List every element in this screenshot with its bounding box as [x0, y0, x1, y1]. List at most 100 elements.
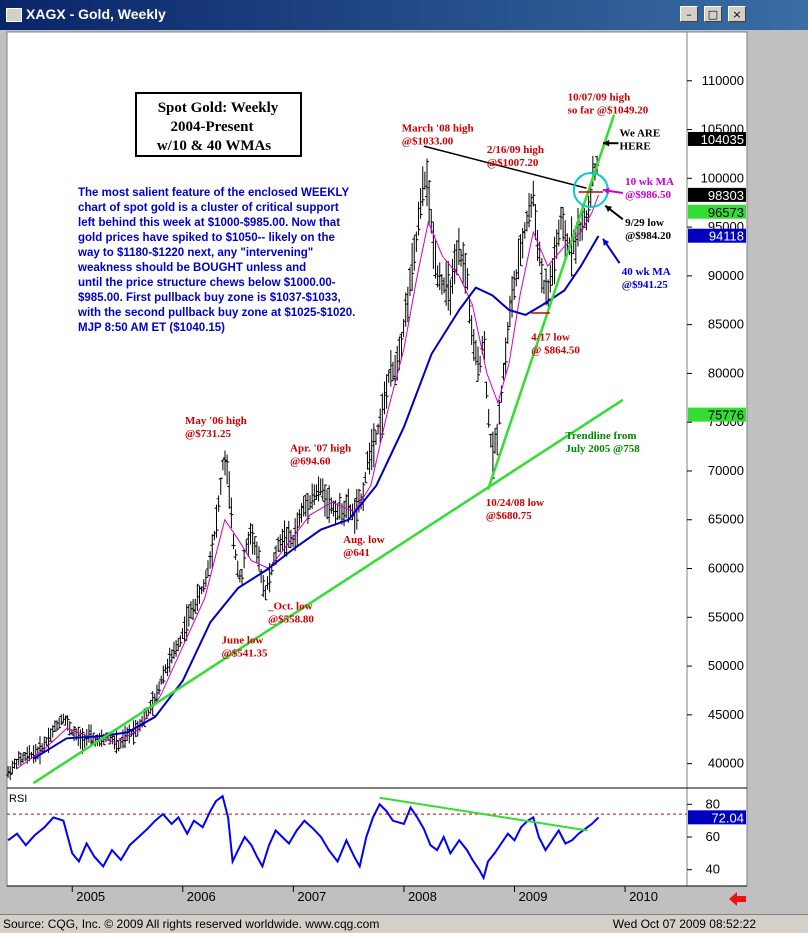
price-bar [8, 766, 13, 780]
rsi-y-tick-label: 40 [706, 862, 720, 877]
annotation-text: @641 [343, 547, 370, 559]
y-tick-label: 85000 [708, 317, 744, 332]
price-bar [539, 258, 544, 293]
price-bar [242, 548, 247, 569]
rsi-panel-label: RSI [9, 793, 27, 805]
annotation-text: _Oct. low [267, 600, 313, 612]
price-bar [476, 346, 481, 382]
annotation: Aug. low@641 [343, 534, 385, 559]
trendline [423, 145, 587, 189]
annotation-text: 9/29 low [625, 217, 664, 229]
annotation-text: June low [222, 635, 264, 647]
price-bar [263, 585, 268, 601]
annotation-text: 4/17 low [531, 331, 570, 343]
annotation-text: @$541.35 [222, 648, 268, 660]
price-label-box [688, 187, 746, 202]
price-bar [261, 575, 266, 598]
app-icon [6, 8, 22, 22]
price-bar [531, 180, 536, 207]
annotation-text: @$941.25 [622, 279, 668, 291]
price-bar [257, 546, 262, 572]
price-bar [252, 536, 257, 555]
minimize-button[interactable]: – [680, 6, 698, 22]
annotation: 9/29 low@$984.20 [625, 217, 671, 242]
trendline [32, 398, 624, 785]
annotation-text: HERE [620, 140, 651, 152]
price-bar [178, 635, 183, 647]
close-button[interactable]: × [728, 6, 746, 22]
x-tick-label: 2008 [408, 889, 437, 904]
price-bar [229, 497, 234, 529]
price-bar [512, 270, 517, 301]
price-bar [384, 374, 389, 409]
rsi-trendline [379, 796, 588, 832]
price-bar [505, 321, 510, 344]
commentary-line: MJP 8:50 AM ET ($1040.15) [78, 322, 225, 334]
price-bar [116, 740, 121, 752]
rsi-y-tick-label: 80 [706, 796, 720, 811]
x-tick-label: 2009 [519, 889, 548, 904]
price-label: 75776 [708, 408, 744, 423]
price-bar [518, 234, 523, 267]
annotation-text: @$558.80 [268, 613, 314, 625]
price-bar [420, 166, 425, 207]
price-bar [486, 409, 491, 428]
annotation-text: @ $864.50 [531, 344, 580, 356]
price-bar [371, 423, 376, 468]
price-bar [91, 732, 96, 744]
price-bar [157, 681, 162, 695]
rsi-value-label: 72.04 [711, 810, 744, 825]
annotation-text: 2/16/09 high [487, 144, 544, 156]
price-bar [67, 721, 72, 736]
commentary-line: weakness should be BOUGHT unless and [77, 262, 306, 274]
annotation-text: @$680.75 [486, 510, 532, 522]
price-bar [410, 242, 415, 292]
commentary-line: chart of spot gold is a cluster of criti… [78, 202, 339, 214]
annotation-text: @$731.25 [185, 428, 231, 440]
price-bar [57, 717, 62, 729]
price-bar [210, 534, 215, 568]
price-bar [588, 185, 593, 208]
timestamp-text: Wed Oct 07 2009 08:52:22 [612, 917, 756, 931]
price-bar [233, 549, 238, 560]
rsi-value-box [688, 810, 746, 825]
annotation-arrow [604, 204, 624, 221]
scroll-right-arrow[interactable] [729, 892, 746, 906]
status-bar: Source: CQG, Inc. © 2009 All rights rese… [0, 914, 808, 933]
annotation-text: @$1007.20 [487, 157, 539, 169]
annotation-text: 40 wk MA [622, 266, 671, 278]
commentary-line: left behind this week at $1000-$985.00. … [78, 217, 340, 229]
price-bar [203, 570, 208, 588]
price-label: 98303 [708, 188, 744, 203]
price-bar [527, 192, 532, 228]
price-bar [556, 219, 561, 247]
annotation-arrow [602, 187, 624, 195]
price-bar [414, 231, 419, 252]
annotation: _Oct. low@$558.80 [267, 600, 314, 625]
rsi-y-tick-label: 60 [706, 829, 720, 844]
price-bar [42, 736, 47, 753]
annotation-text: @$984.20 [625, 230, 671, 242]
price-bar [503, 337, 508, 375]
price-label: 104035 [701, 132, 744, 147]
price-bar [478, 355, 483, 373]
price-bar [59, 714, 64, 726]
y-tick-label: 40000 [708, 756, 744, 771]
price-bar [465, 268, 470, 291]
price-bar [561, 206, 566, 241]
price-bar [463, 253, 468, 294]
y-tick-label: 80000 [708, 365, 744, 380]
annotation-text: July 2005 @758 [565, 443, 640, 455]
price-bar [399, 332, 404, 360]
price-label: 96573 [708, 205, 744, 220]
trendline [486, 114, 616, 491]
annotation-text: We ARE [620, 127, 661, 139]
y-tick-label: 70000 [708, 463, 744, 478]
maximize-button[interactable]: □ [704, 6, 722, 22]
commentary-text: The most salient feature of the enclosed… [77, 187, 355, 334]
y-tick-label: 110000 [702, 73, 744, 88]
annotation-text: @$1033.00 [402, 135, 454, 147]
annotation: March '08 high@$1033.00 [402, 122, 474, 147]
